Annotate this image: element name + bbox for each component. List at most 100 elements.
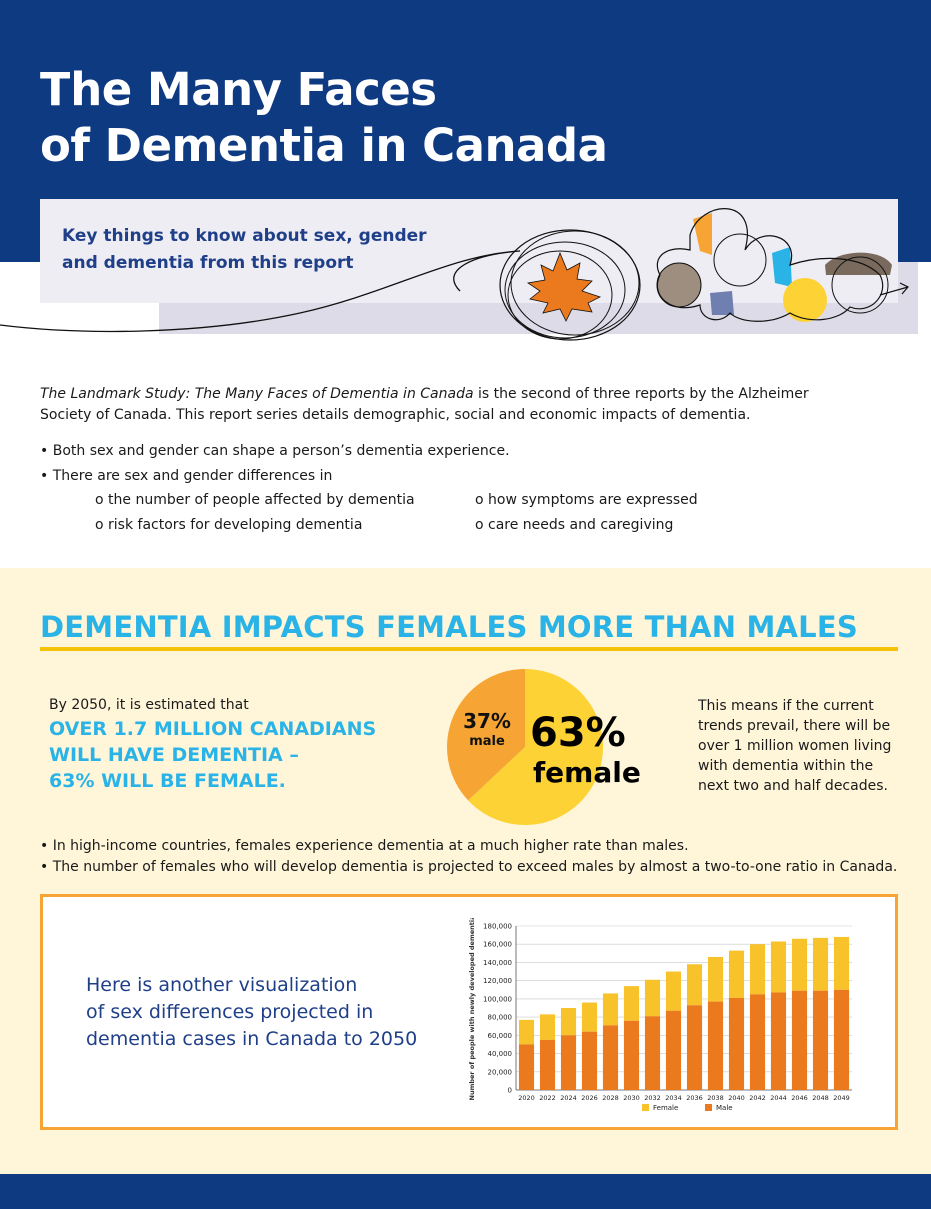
bullet-differences: • There are sex and gender differences i… [40, 468, 333, 484]
x-tick-label: 2030 [623, 1094, 640, 1102]
subtitle-line-2: and dementia from this report [62, 253, 354, 273]
intro-paragraph: The Landmark Study: The Many Faces of De… [40, 384, 890, 426]
section-divider [40, 647, 898, 651]
study-title: The Landmark Study: The Many Faces of De… [40, 386, 474, 402]
x-tick-label: 2034 [665, 1094, 682, 1102]
pie-slice-male [447, 669, 525, 801]
y-tick-label: 100,000 [483, 995, 512, 1003]
x-tick-label: 2044 [770, 1094, 787, 1102]
bar-female [518, 1019, 535, 1045]
bar-female [749, 944, 766, 995]
bar-female [770, 941, 787, 993]
caption-line-1: Here is another visualization [86, 974, 358, 996]
sub-bullet-number-affected: o the number of people affected by demen… [95, 492, 415, 508]
subtitle-box [40, 199, 898, 303]
y-tick-label: 80,000 [488, 1014, 513, 1022]
x-tick-label: 2020 [518, 1094, 535, 1102]
x-tick-label: 2049 [833, 1094, 850, 1102]
fact-two-to-one: • The number of females who will develop… [40, 859, 898, 875]
bar-female [602, 993, 619, 1026]
fact-high-income: • In high-income countries, females expe… [40, 838, 689, 854]
x-tick-label: 2036 [686, 1094, 703, 1102]
note-line-3: over 1 million women living [698, 738, 892, 754]
sex-share-pie-chart [447, 669, 603, 825]
bar-male [581, 1031, 598, 1090]
highlight-line-3: 63% WILL BE FEMALE. [49, 770, 286, 792]
caption-line-3: dementia cases in Canada to 2050 [86, 1028, 418, 1050]
y-tick-label: 120,000 [483, 977, 512, 985]
x-tick-label: 2024 [560, 1094, 577, 1102]
faces-line-art-illustration [0, 208, 909, 341]
note-line-2: trends prevail, there will be [698, 718, 891, 734]
legend-swatch-male [705, 1104, 712, 1111]
legend-label-male: Male [716, 1104, 733, 1112]
highlight-line-1: OVER 1.7 MILLION CANADIANS [49, 718, 377, 740]
x-tick-label: 2038 [707, 1094, 724, 1102]
y-axis-label: Number of people with newly developed de… [468, 918, 476, 1100]
bar-male [791, 990, 808, 1090]
male-percent: 37% [463, 709, 511, 733]
bar-female [539, 1014, 556, 1040]
bar-female [833, 936, 850, 990]
bar-male [644, 1016, 661, 1090]
sub-bullet-care-needs: o care needs and caregiving [475, 517, 674, 533]
male-label: male [469, 734, 505, 749]
bar-male [686, 1005, 703, 1090]
y-tick-label: 0 [508, 1087, 512, 1095]
x-tick-label: 2026 [581, 1094, 598, 1102]
bar-male [539, 1039, 556, 1090]
bar-male [707, 1001, 724, 1090]
bar-female [581, 1002, 598, 1032]
bar-male [770, 992, 787, 1090]
caption-line-2: of sex differences projected in [86, 1001, 374, 1023]
estimate-highlight: OVER 1.7 MILLION CANADIANS WILL HAVE DEM… [49, 716, 429, 794]
bar-male [749, 994, 766, 1090]
maple-leaf-icon [526, 251, 602, 322]
x-tick-label: 2048 [812, 1094, 829, 1102]
sub-bullet-risk-factors: o risk factors for developing dementia [95, 517, 363, 533]
bar-female [686, 964, 703, 1006]
x-tick-label: 2042 [749, 1094, 766, 1102]
visualization-caption: Here is another visualization of sex dif… [86, 972, 446, 1053]
bar-male [728, 997, 745, 1090]
bar-male [560, 1035, 577, 1090]
y-tick-label: 160,000 [483, 941, 512, 949]
x-tick-label: 2022 [539, 1094, 556, 1102]
bar-female [707, 956, 724, 1002]
note-line-1: This means if the current [698, 698, 874, 714]
intro-text-2: Society of Canada. This report series de… [40, 407, 751, 423]
bar-female [560, 1008, 577, 1036]
bar-male [623, 1020, 640, 1090]
y-tick-label: 60,000 [488, 1032, 513, 1040]
y-tick-label: 140,000 [483, 959, 512, 967]
highlight-line-2: WILL HAVE DEMENTIA – [49, 744, 299, 766]
legend-label-female: Female [653, 1104, 678, 1112]
female-percent: 63% [530, 710, 626, 756]
subtitle-line-1: Key things to know about sex, gender [62, 226, 427, 246]
bar-female [665, 971, 682, 1011]
note-line-5: next two and half decades. [698, 778, 888, 794]
footer-bar [0, 1174, 931, 1209]
legend-swatch-female [642, 1104, 649, 1111]
bar-female [812, 937, 829, 991]
x-tick-label: 2028 [602, 1094, 619, 1102]
title-line-1: The Many Faces [40, 63, 437, 116]
pie-slice-female [468, 669, 603, 825]
sub-bullet-symptoms: o how symptoms are expressed [475, 492, 698, 508]
bar-male [518, 1044, 535, 1090]
bar-male [833, 989, 850, 1090]
bar-female [644, 979, 661, 1017]
x-tick-label: 2046 [791, 1094, 808, 1102]
bar-male [602, 1025, 619, 1090]
intro-text-1: is the second of three reports by the Al… [473, 386, 809, 402]
subtitle: Key things to know about sex, gender and… [62, 223, 462, 277]
bar-female [623, 986, 640, 1021]
y-tick-label: 20,000 [488, 1068, 513, 1076]
bar-female [728, 950, 745, 998]
bullet-sex-gender: • Both sex and gender can shape a person… [40, 443, 510, 459]
y-tick-label: 40,000 [488, 1050, 513, 1058]
projection-note: This means if the current trends prevail… [698, 696, 908, 796]
projected-cases-bar-chart: 0 20,000 40,000 60,000 80,000 100,000 120,000 1… [468, 918, 852, 1112]
x-tick-label: 2032 [644, 1094, 661, 1102]
female-label: female [533, 756, 641, 789]
